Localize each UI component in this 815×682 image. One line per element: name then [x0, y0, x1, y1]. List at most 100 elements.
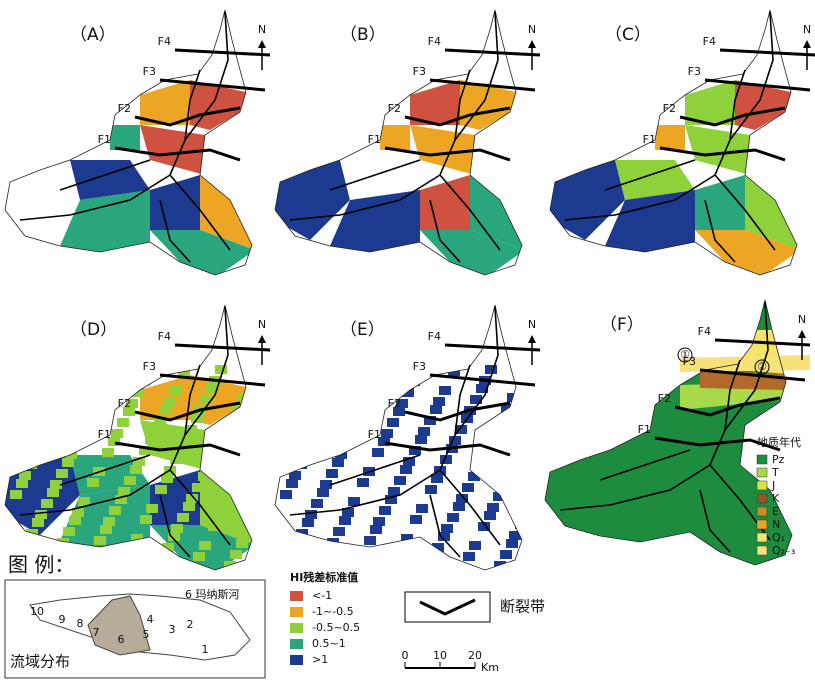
hi-patch: [469, 541, 481, 550]
hi-patch: [685, 80, 735, 125]
fault-label: F1: [368, 133, 381, 146]
hi-patch: [39, 361, 51, 370]
hi-patch: [517, 443, 529, 452]
hi-patch: [380, 125, 410, 150]
hi-patch: [184, 356, 196, 365]
hi-patch: [356, 409, 368, 418]
north-label: N: [528, 23, 536, 36]
hi-patch: [85, 555, 97, 564]
geo-legend-label: Pz: [772, 453, 785, 466]
fault-label: F1: [368, 428, 381, 441]
hi-patch: [423, 562, 435, 571]
fault-label: F2: [118, 102, 131, 115]
hi-patch: [125, 545, 137, 554]
hi-patch: [318, 557, 330, 566]
hi-patch: [77, 428, 89, 437]
hi-patch: [515, 520, 527, 529]
hi-patch: [324, 546, 336, 555]
hi-patch: [40, 430, 52, 439]
hi-patch: [311, 499, 323, 508]
hi-patch: [35, 510, 47, 519]
hi-patch: [491, 569, 503, 578]
hi-patch: [214, 511, 226, 520]
figure: F4F3F2F1（A）NF4F3F2F1（B）NF4F3F2F1（C）NF4F3…: [0, 0, 815, 682]
hi-patch: [100, 525, 112, 534]
hi-swatch: [290, 607, 303, 617]
hi-patch: [224, 561, 236, 570]
hi-patch: [247, 443, 259, 452]
hi-patch: [433, 397, 445, 406]
map-panel: F4F3F2F1（F）N: [545, 300, 810, 565]
hi-patch: [373, 517, 385, 526]
hi-patch: [111, 429, 123, 438]
hi-patch: [238, 462, 250, 471]
hi-patch: [140, 515, 152, 524]
north-head: [528, 40, 536, 48]
geo-legend-label: K: [772, 492, 780, 505]
north-label: N: [258, 318, 266, 331]
fault-label: F4: [703, 35, 716, 48]
fault-label: F4: [698, 325, 711, 338]
hi-patch: [377, 368, 389, 377]
geo-legend-label: T: [771, 466, 779, 479]
map-fill: [5, 355, 266, 578]
hi-patch: [148, 427, 160, 436]
hi-patch: [326, 469, 338, 478]
hi-patch: [282, 413, 294, 422]
geo-swatch: [757, 520, 767, 529]
hi-patch: [62, 458, 74, 467]
hi-patch: [426, 554, 438, 563]
hi-patch: [395, 545, 407, 554]
hi-patch: [20, 540, 32, 549]
fault-line: [445, 345, 540, 350]
hi-patch: [394, 476, 406, 485]
hi-patch: [486, 434, 498, 443]
geo-swatch: [757, 494, 767, 503]
hi-patch: [416, 504, 428, 513]
hi-patch: [153, 562, 165, 571]
hi-patch: [303, 372, 315, 381]
north-label: N: [798, 313, 806, 326]
hi-patch: [79, 566, 91, 575]
hi-patch: [487, 503, 499, 512]
hi-patch: [58, 392, 70, 401]
hi-patch: [370, 525, 382, 534]
hi-patch: [223, 492, 235, 501]
hi-patch: [63, 527, 75, 536]
north-label: N: [258, 23, 266, 36]
hi-patch: [418, 427, 430, 436]
hi-patch: [430, 405, 442, 414]
hi-patch: [86, 409, 98, 418]
hi-patch: [12, 413, 24, 422]
hi-patch: [192, 483, 204, 492]
basin-number: 8: [77, 617, 84, 630]
fault-label: F1: [643, 133, 656, 146]
hi-patch: [217, 503, 229, 512]
hi-patch: [492, 423, 504, 432]
hi-patch: [355, 555, 367, 564]
hi-patch: [26, 529, 38, 538]
hi-patch: [57, 538, 69, 547]
hi-patch: [116, 564, 128, 573]
north-head: [258, 335, 266, 343]
hi-patch: [171, 524, 183, 533]
basin-number: 7: [93, 626, 100, 639]
hi-patch: [290, 540, 302, 549]
geo-legend-title: 地质年代: [757, 435, 801, 449]
hi-patch: [379, 506, 391, 515]
basin-number: 6: [118, 633, 125, 646]
hi-patch: [410, 515, 422, 524]
fault-label: F2: [658, 392, 671, 405]
scale-label: 0: [402, 649, 409, 662]
hi-patch: [207, 453, 219, 462]
fault-label: F4: [428, 330, 441, 343]
hi-patch: [193, 552, 205, 561]
geo-swatch: [757, 507, 767, 516]
hi-patch: [107, 368, 119, 377]
hi-patch: [500, 550, 512, 559]
hi-patch: [41, 499, 53, 508]
map-panel: F4F3F2F1（E）N: [275, 305, 540, 578]
hi-patch: [92, 398, 104, 407]
hi-patch: [55, 400, 67, 409]
hi-patch: [506, 539, 518, 548]
